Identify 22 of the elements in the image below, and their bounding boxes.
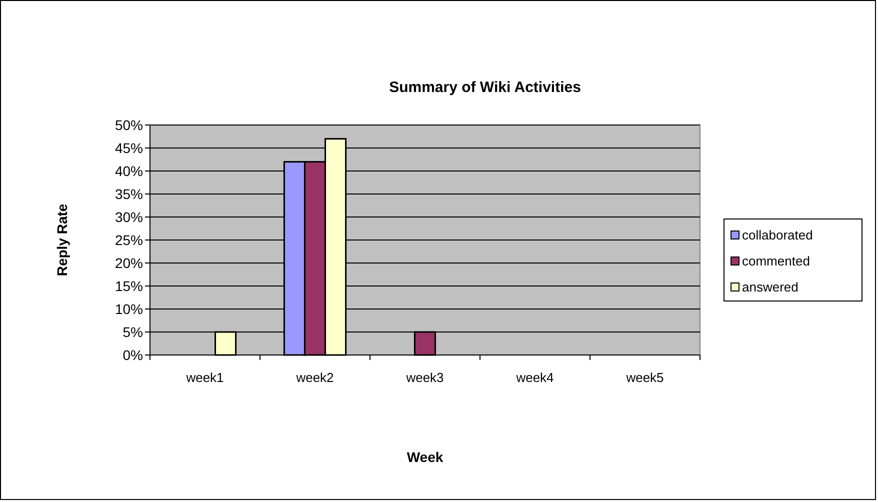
y-tick-label: 5% — [122, 324, 143, 340]
y-tick-label: 25% — [114, 232, 143, 248]
x-tick-label: week2 — [295, 370, 334, 385]
y-tick-label: 0% — [122, 346, 143, 363]
y-tick-label: 30% — [114, 208, 143, 225]
y-tick-label: 15% — [114, 278, 143, 294]
y-tick-label: 20% — [114, 254, 143, 271]
legend-label: commented — [742, 254, 810, 269]
x-axis-title: Week — [406, 449, 444, 465]
y-axis-title: Reply Rate — [54, 204, 70, 276]
x-tick-label: week4 — [515, 370, 554, 385]
y-tick-label: 40% — [114, 162, 143, 179]
y-tick-label: 45% — [114, 140, 143, 156]
x-tick-label: week3 — [405, 370, 444, 385]
legend-label: answered — [742, 280, 798, 295]
chart-title: Summary of Wiki Activities — [389, 79, 581, 96]
legend-label: collaborated — [742, 228, 813, 243]
y-tick-label: 10% — [114, 300, 143, 317]
x-tick-label: week1 — [185, 370, 224, 385]
y-tick-label: 50% — [114, 116, 143, 133]
y-tick-label: 35% — [114, 186, 143, 202]
x-tick-label: week5 — [625, 370, 664, 385]
